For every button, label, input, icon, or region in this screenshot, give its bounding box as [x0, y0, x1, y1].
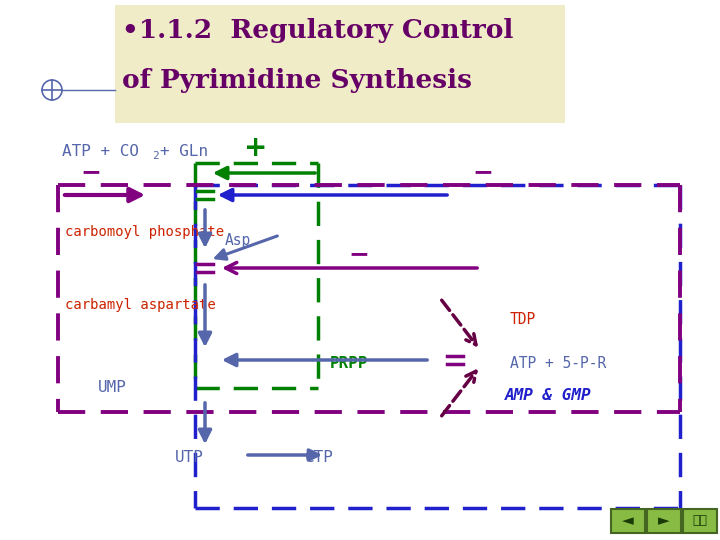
Text: TDP: TDP [510, 313, 536, 327]
Text: + GLn: + GLn [160, 145, 208, 159]
Text: ◄: ◄ [622, 514, 634, 529]
Text: •1.1.2  Regulatory Control: •1.1.2 Regulatory Control [122, 18, 513, 43]
Text: ATP + CO: ATP + CO [62, 145, 139, 159]
FancyBboxPatch shape [611, 509, 645, 533]
Text: 目次: 目次 [693, 515, 708, 528]
Text: +: + [244, 134, 267, 162]
Text: −: − [80, 160, 101, 184]
Text: ►: ► [658, 514, 670, 529]
Text: Asp: Asp [225, 233, 251, 247]
Text: UMP: UMP [98, 381, 127, 395]
Text: −: − [472, 160, 493, 184]
Text: ATP + 5-P-R: ATP + 5-P-R [510, 355, 606, 370]
Text: CTP: CTP [305, 450, 334, 465]
FancyBboxPatch shape [647, 509, 681, 533]
Text: UTP: UTP [175, 450, 204, 465]
Text: of Pyrimidine Synthesis: of Pyrimidine Synthesis [122, 68, 472, 93]
FancyBboxPatch shape [683, 509, 717, 533]
FancyBboxPatch shape [115, 5, 565, 123]
Text: −: − [348, 242, 369, 266]
Text: carbomoyl phosphate: carbomoyl phosphate [65, 225, 224, 239]
Text: PRPP: PRPP [330, 356, 369, 372]
Text: 2: 2 [152, 151, 158, 161]
Text: carbamyl aspartate: carbamyl aspartate [65, 298, 216, 312]
Text: AMP & GMP: AMP & GMP [505, 388, 592, 402]
